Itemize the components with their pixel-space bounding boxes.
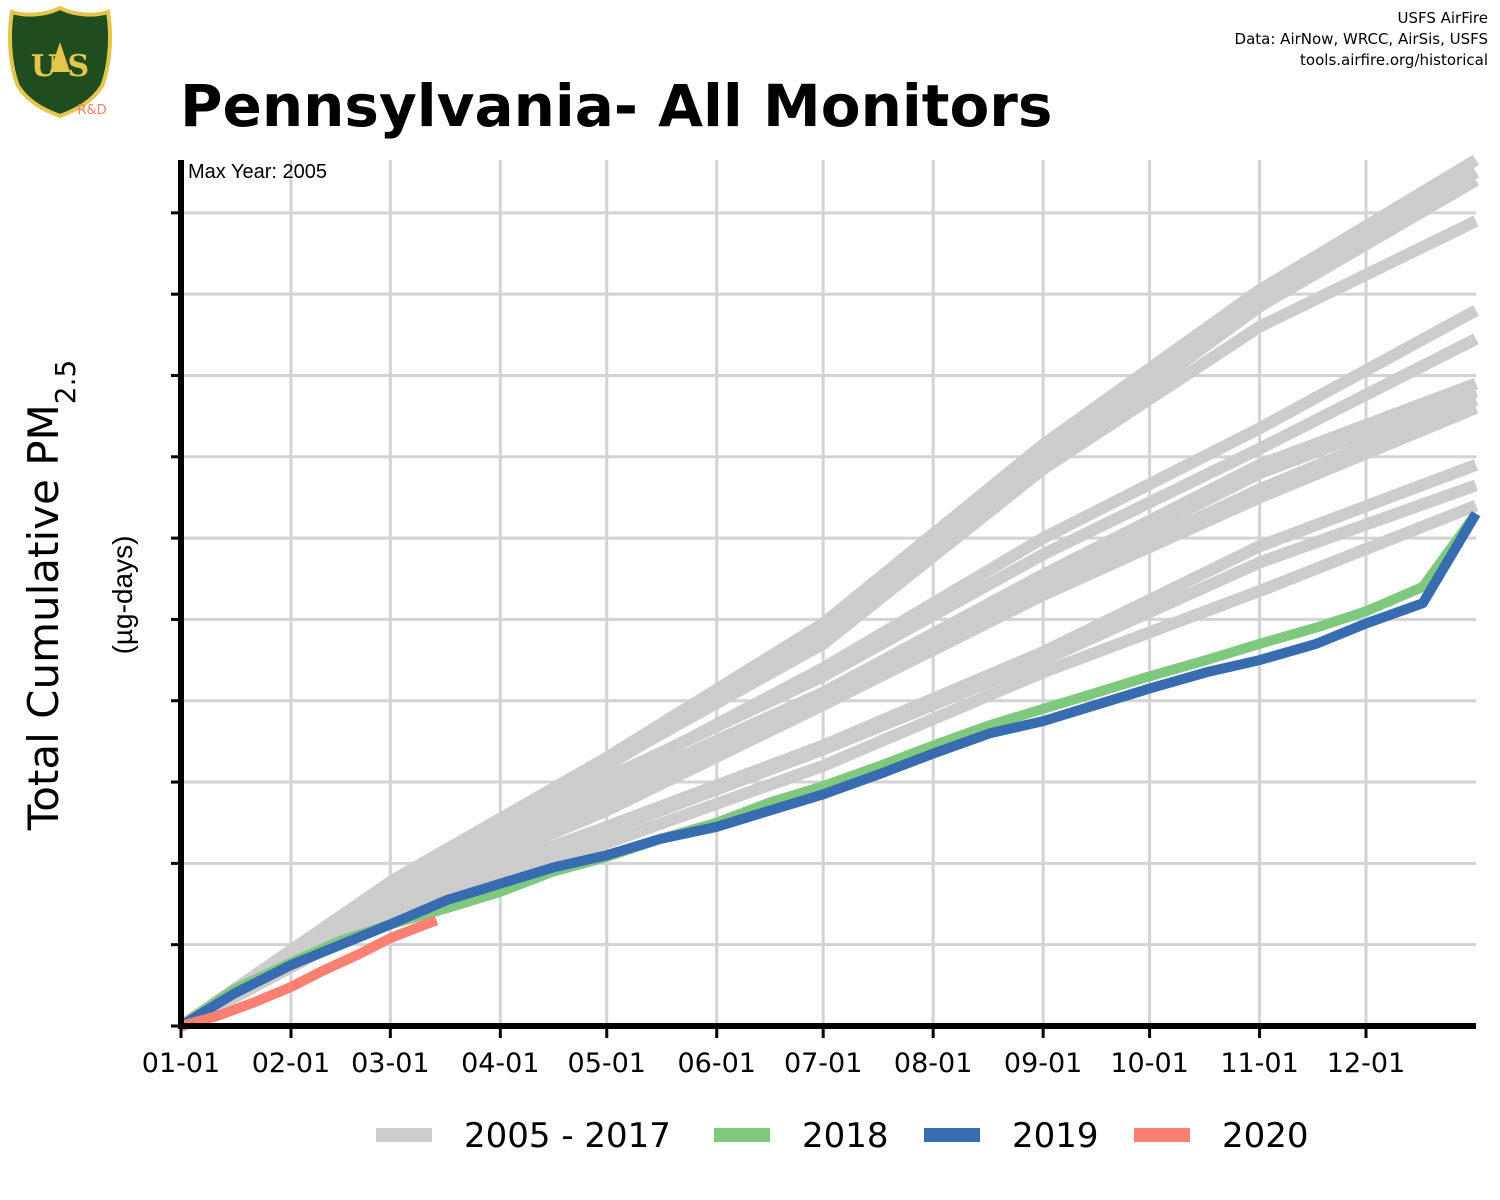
x-tick-label: 06-01 (678, 1048, 756, 1079)
x-tick-label: 12-01 (1327, 1048, 1405, 1079)
data-credits: USFS AirFire Data: AirNow, WRCC, AirSis,… (1235, 8, 1488, 71)
max-year-annotation: Max Year: 2005 (188, 161, 327, 183)
series-lines (177, 154, 1481, 1032)
y-axis-label-sub: 2.5 (49, 360, 82, 405)
x-tick-labels: 01-01 02-01 03-01 04-01 05-01 06-01 07-01 08-01… (142, 1026, 1405, 1079)
y-axis-unit: (µg-days) (107, 536, 138, 655)
series-line-historic (178, 479, 1479, 1032)
credit-line: Data: AirNow, WRCC, AirSis, USFS (1234, 30, 1488, 48)
logo-rd: R&D (77, 103, 106, 118)
grid (181, 160, 1476, 1026)
series-line-2019 (178, 511, 1481, 1031)
x-tick-label: 07-01 (784, 1048, 862, 1079)
x-tick-label: 10-01 (1110, 1048, 1188, 1079)
usfs-shield-logo: U S R&D (6, 5, 114, 119)
svg-text:Total Cumulative PM2.5: Total Cumulative PM2.5 (19, 360, 82, 832)
tree-icon (50, 42, 70, 72)
series-line-historic (178, 500, 1479, 1032)
x-tick-label: 01-01 (142, 1048, 220, 1079)
x-tick-label: 03-01 (351, 1048, 429, 1079)
series-line-historic (177, 215, 1479, 1031)
legend: 2005 - 2017 2018 2019 2020 (376, 1116, 1309, 1156)
legend-label: 2019 (1012, 1116, 1099, 1156)
legend-label: 2020 (1222, 1116, 1309, 1156)
credit-line: USFS AirFire (1397, 9, 1488, 27)
legend-label: 2018 (802, 1116, 889, 1156)
x-tick-label: 11-01 (1220, 1048, 1298, 1079)
legend-label: 2005 - 2017 (464, 1116, 671, 1156)
credit-line: tools.airfire.org/historical (1300, 51, 1488, 69)
x-tick-label: 04-01 (461, 1048, 539, 1079)
x-tick-label: 09-01 (1004, 1048, 1082, 1079)
x-tick-label: 08-01 (894, 1048, 972, 1079)
x-tick-label: 02-01 (252, 1048, 330, 1079)
y-axis-label-main: Total Cumulative PM (19, 404, 68, 831)
chart-title: Pennsylvania- All Monitors (180, 72, 1053, 140)
x-tick-label: 05-01 (568, 1048, 646, 1079)
y-axis-label: Total Cumulative PM2.5 (19, 360, 82, 832)
series-line-2020 (179, 915, 439, 1031)
